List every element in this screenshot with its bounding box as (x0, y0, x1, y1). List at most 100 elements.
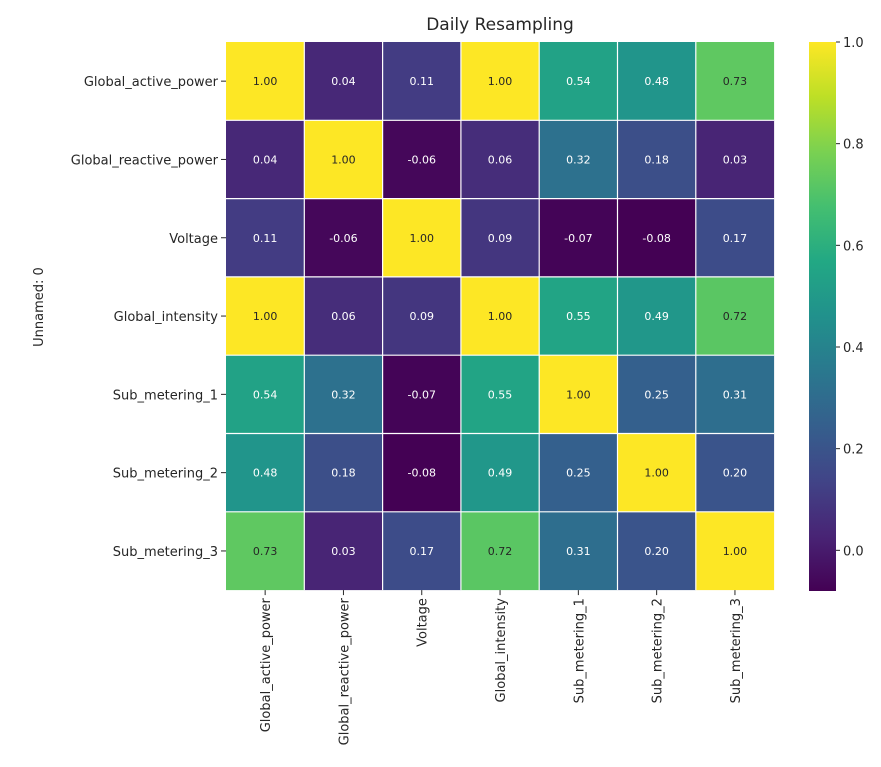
heatmap-cell (460, 276, 540, 356)
colorbar-tick-label: 0.6 (843, 239, 864, 254)
colorbar-tick-label: 0.4 (843, 341, 864, 356)
cell-annotation: 0.49 (488, 467, 513, 480)
chart-title: Daily Resampling (426, 15, 574, 35)
cell-annotation: 0.17 (723, 232, 748, 245)
heatmap-cell (617, 120, 696, 199)
cell-annotations: 1.00 0.04 0.11 1.00 0.54 0.48 0.73 0.04 1.00 -0.0… (253, 75, 747, 558)
cell-annotation: -0.07 (564, 232, 592, 245)
cell-annotation: 0.11 (410, 75, 435, 88)
row-tick-label: Voltage (169, 232, 218, 247)
heatmap-cell (617, 198, 696, 277)
cell-annotation: 1.00 (253, 75, 278, 88)
heatmap-cell (304, 433, 383, 512)
cell-annotation: 0.17 (410, 545, 435, 558)
heatmap-cell (695, 42, 775, 121)
heatmap-cell (226, 42, 305, 121)
heatmap-cells (226, 42, 775, 591)
column-tick-label: Sub_metering_2 (651, 598, 666, 703)
heatmap-cell (304, 276, 383, 356)
cell-annotation: 0.54 (253, 388, 278, 401)
cell-annotation: 0.11 (253, 232, 278, 245)
heatmap-cell (226, 276, 305, 356)
cell-annotation: 0.25 (566, 467, 591, 480)
heatmap-cell (226, 511, 305, 591)
heatmap-cell (617, 42, 696, 121)
cell-annotation: 0.04 (331, 75, 356, 88)
row-tick-label: Sub_metering_3 (113, 545, 218, 560)
heatmap-cell (617, 433, 696, 512)
heatmap-cell (226, 198, 305, 277)
cell-annotation: 0.55 (566, 310, 591, 323)
cell-annotation: 0.03 (331, 545, 356, 558)
cell-annotation: 0.18 (644, 153, 669, 166)
cell-annotation: 0.72 (723, 310, 748, 323)
column-tick-label: Global_intensity (494, 598, 509, 703)
cell-annotation: 0.20 (644, 545, 669, 558)
heatmap-cell (226, 433, 305, 512)
cell-annotation: -0.08 (642, 232, 670, 245)
heatmap-cell (382, 511, 461, 591)
cell-annotation: 0.32 (331, 388, 356, 401)
cell-annotation: 0.48 (253, 467, 278, 480)
cell-annotation: 0.03 (723, 153, 748, 166)
cell-annotation: 0.49 (644, 310, 669, 323)
cell-annotation: 0.25 (644, 388, 669, 401)
cell-annotation: 0.04 (253, 153, 278, 166)
cell-annotation: 0.55 (488, 388, 513, 401)
column-tick-label: Global_reactive_power (337, 597, 352, 745)
heatmap-cell (304, 511, 383, 591)
row-tick-label: Global_active_power (84, 75, 219, 90)
cell-annotation: 0.73 (723, 75, 748, 88)
cell-annotation: -0.07 (408, 388, 436, 401)
cell-annotation: 0.48 (644, 75, 669, 88)
heatmap-cell (304, 198, 383, 277)
heatmap-cell (539, 276, 618, 356)
row-tick-label: Global_intensity (114, 310, 219, 325)
heatmap-cell (539, 120, 618, 199)
row-tick-labels: Global_active_power Global_reactive_power… (71, 75, 226, 560)
cell-annotation: 1.00 (253, 310, 278, 323)
column-tick-label: Voltage (416, 598, 431, 647)
cell-annotation: 0.18 (331, 467, 356, 480)
heatmap-cell (304, 42, 383, 121)
heatmap-cell (460, 120, 540, 199)
cell-annotation: 0.06 (331, 310, 356, 323)
cell-annotation: 1.00 (331, 153, 356, 166)
colorbar-tick-label: 1.0 (843, 36, 864, 51)
cell-annotation: 1.00 (644, 467, 669, 480)
cell-annotation: 0.31 (566, 545, 591, 558)
colorbar-tick-label: 0.8 (843, 138, 864, 153)
cell-annotation: 1.00 (488, 75, 513, 88)
heatmap-cell (226, 355, 305, 434)
heatmap-cell (226, 120, 305, 199)
cell-annotation: 0.54 (566, 75, 591, 88)
heatmap-cell (460, 511, 540, 591)
cell-annotation: -0.06 (408, 153, 436, 166)
heatmap-cell (695, 355, 775, 434)
column-tick-labels: Global_active_power Global_reactive_power… (259, 590, 744, 745)
colorbar (809, 42, 836, 591)
heatmap-cell (304, 355, 383, 434)
heatmap-cell (460, 42, 540, 121)
cell-annotation: 0.20 (723, 467, 748, 480)
heatmap-cell (382, 276, 461, 356)
cell-annotation: 0.72 (488, 545, 513, 558)
heatmap-cell (382, 433, 461, 512)
cell-annotation: 0.09 (410, 310, 435, 323)
heatmap-cell (695, 433, 775, 512)
heatmap-cell (617, 511, 696, 591)
heatmap-cell (539, 433, 618, 512)
colorbar-tick-label: 0.2 (843, 443, 864, 458)
row-tick-label: Sub_metering_2 (113, 467, 218, 482)
heatmap-cell (695, 120, 775, 199)
column-tick-label: Global_active_power (259, 597, 274, 732)
heatmap-cell (539, 511, 618, 591)
cell-annotation: 1.00 (410, 232, 435, 245)
cell-annotation: 0.73 (253, 545, 278, 558)
column-tick-label: Sub_metering_3 (729, 598, 744, 703)
heatmap-cell (460, 355, 540, 434)
heatmap-gridlines (226, 42, 775, 591)
heatmap-cell (695, 511, 775, 591)
heatmap-cell (460, 198, 540, 277)
row-tick-label: Global_reactive_power (71, 153, 219, 168)
